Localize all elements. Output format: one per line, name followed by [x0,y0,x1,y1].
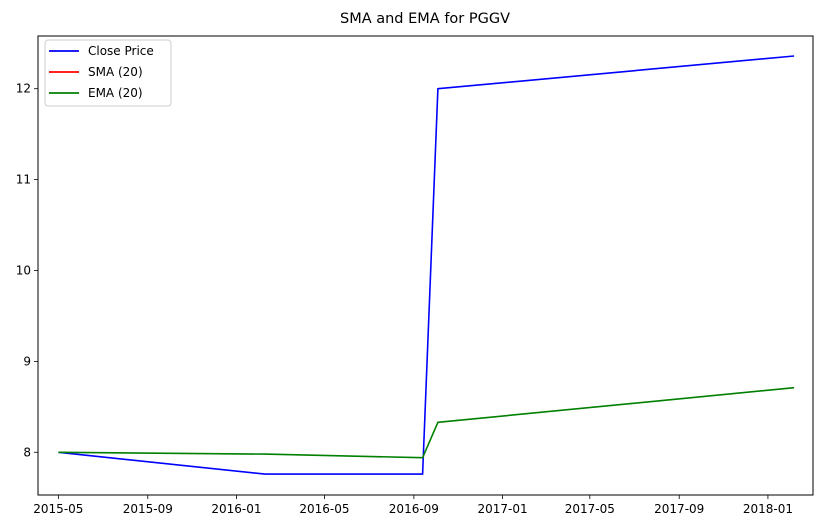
y-tick-label: 8 [23,445,31,459]
x-tick-label: 2016-05 [299,502,349,516]
y-tick-label: 11 [16,173,31,187]
x-tick-label: 2017-09 [654,502,704,516]
x-tick-label: 2017-05 [565,502,615,516]
legend-label: SMA (20) [88,65,143,79]
plot-lines [58,55,795,475]
x-axis: 2015-05 2015-09 2016-01 2016-05 2016-09 2017-… [33,495,793,516]
plot-frame [37,35,814,496]
legend: Close Price SMA (20) EMA (20) [44,39,172,107]
y-axis: 8 9 10 11 12 [16,82,38,459]
x-tick-label: 2015-05 [33,502,83,516]
series-line [58,386,795,459]
series-line [58,55,795,475]
x-tick-label: 2015-09 [123,502,173,516]
x-tick-label: 2017-01 [477,502,527,516]
chart-title: SMA and EMA for PGGV [340,11,510,27]
legend-label: Close Price [88,44,154,58]
y-tick-label: 12 [16,82,31,96]
legend-box [44,39,172,107]
legend-label: EMA (20) [88,86,143,100]
x-tick-label: 2016-01 [211,502,261,516]
x-tick-label: 2016-09 [389,502,439,516]
y-tick-label: 9 [23,354,31,368]
x-tick-label: 2018-01 [743,502,793,516]
y-tick-label: 10 [16,263,31,277]
